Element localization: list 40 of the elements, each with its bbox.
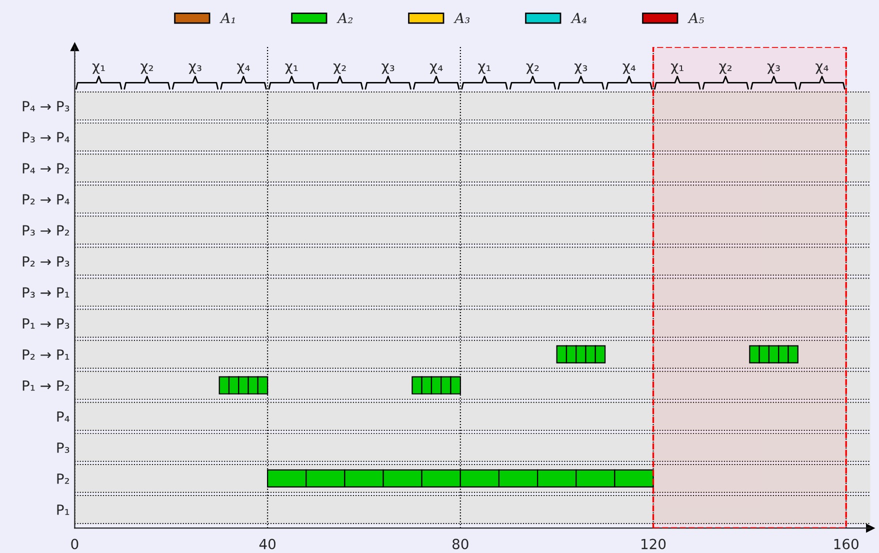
text: χ₄ [816,63,828,74]
text: χ₁ [478,63,491,74]
text: χ₁ [670,63,684,74]
y-tick-label: P₄ → P₃ [22,101,70,112]
legend-label: A₂ [336,12,353,24]
x-tick-label: 120 [642,538,666,550]
legend-label: A₃ [454,12,470,24]
x-tick-label: 0 [71,538,78,550]
y-tick-label: P₃ → P₁ [22,287,70,298]
text: χ₄ [430,63,443,74]
text: χ₄ [237,63,250,74]
y-tick-label: P₁ → P₂ [22,380,69,391]
y-tick-label: P₁ → P₃ [22,318,70,329]
y-tick-label: P₄ [57,412,70,422]
text: χ₃ [767,63,780,74]
x-tick-label: 160 [834,538,858,550]
y-tick-label: P₄ → P₂ [22,163,69,174]
text: χ₁ [92,63,105,74]
y-tick-label: P₂ → P₁ [22,349,70,360]
text: χ₄ [622,63,636,74]
y-tick-label: P₃ → P₄ [22,132,70,142]
x-tick-label: 40 [259,538,276,550]
text: χ₂ [719,63,732,74]
text: χ₂ [333,63,346,74]
text: χ₂ [526,63,539,74]
y-tick-label: P₁ [57,504,70,515]
text: χ₂ [140,63,153,74]
y-tick-label: P₂ → P₃ [22,256,70,267]
legend-label: A₄ [570,12,587,24]
text: χ₃ [188,63,202,74]
y-tick-label: P₃ → P₂ [22,225,69,236]
y-tick-label: P₂ → P₄ [22,194,70,204]
text: χ₃ [382,63,394,74]
x-tick-label: 80 [452,538,468,550]
y-tick-label: P₂ [57,474,69,484]
y-tick-label: P₃ [57,442,70,453]
legend-label: A₁ [220,12,235,24]
legend-label: A₅ [688,12,704,24]
text: χ₁ [285,63,298,74]
text: χ₃ [574,63,588,74]
